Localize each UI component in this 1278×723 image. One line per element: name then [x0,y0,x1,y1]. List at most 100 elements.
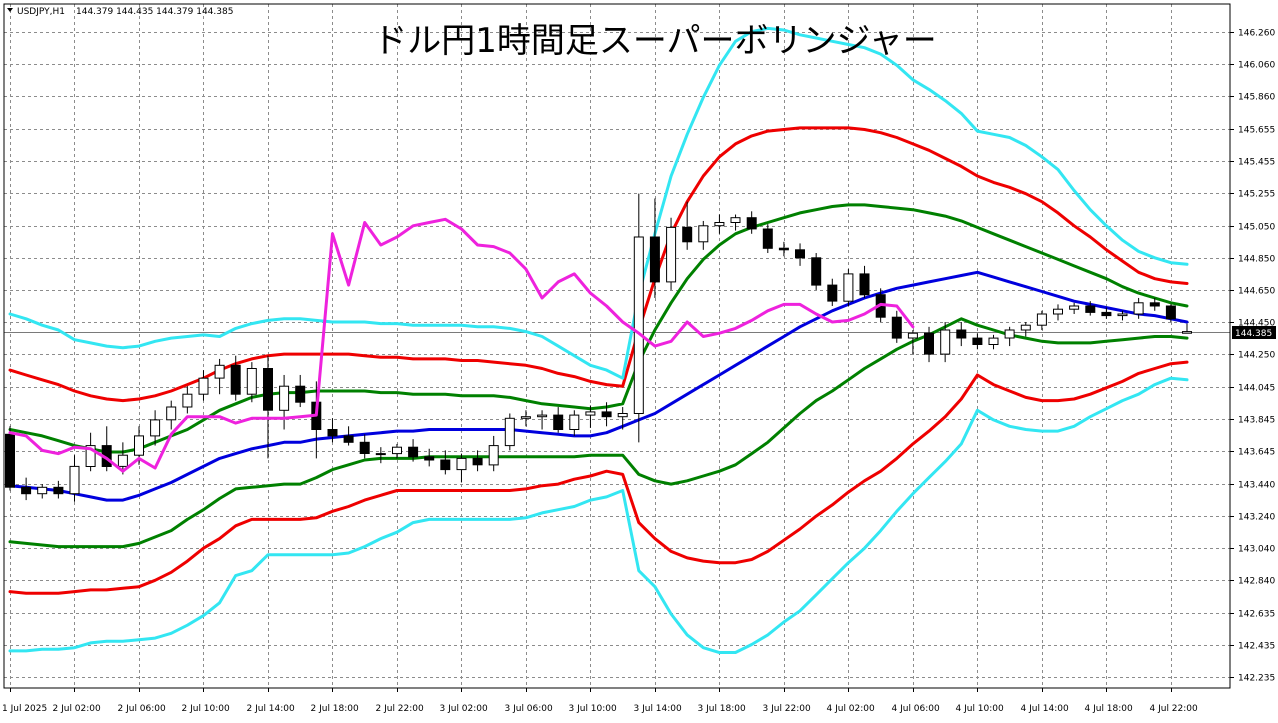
candle-bearish [327,429,338,437]
time-tick-label: 3 Jul 10:00 [569,704,618,714]
candle-bearish [827,284,838,302]
price-tick-label: 142.235 [1238,674,1275,684]
series-band-3sigma-upper [8,26,1189,380]
candle-bearish [601,411,612,418]
candle-layer [5,193,1192,502]
candle-bullish [633,236,644,414]
time-tick-label: 4 Jul 02:00 [827,704,876,714]
candle-bullish [85,445,96,468]
current-price-tag [1232,326,1276,339]
time-tick-label: 2 Jul 06:00 [118,704,167,714]
candle-bearish [956,329,967,339]
price-tick-label: 145.455 [1238,158,1275,168]
chart-title: ドル円1時間足スーパーボリンジャー [373,21,937,61]
candle-bullish [714,222,725,227]
candle-bearish [891,316,902,339]
candle-bullish [488,445,499,466]
price-tick-label: 142.435 [1238,642,1275,652]
time-tick-label: 2 Jul 18:00 [311,704,360,714]
current-price-label: 144.385 [1235,329,1272,339]
candle-bullish [520,416,531,419]
price-tick-label: 142.840 [1238,577,1275,587]
time-tick-label: 2 Jul 14:00 [247,704,296,714]
candle-bearish [1149,302,1160,307]
price-tick-label: 143.645 [1238,448,1275,458]
series-band-2sigma-upper [8,126,1189,403]
candle-bullish [375,453,386,456]
time-tick-label: 3 Jul 18:00 [698,704,747,714]
series-band-3sigma-lower [8,376,1189,654]
chart-header: USDJPY,H1 144.379 144.435 144.379 144.38… [7,7,233,17]
candle-bearish [972,337,983,346]
price-tick-label: 146.060 [1238,61,1275,71]
candle-bearish [21,486,32,495]
symbol-label: USDJPY,H1 [17,7,65,17]
candle-bearish [295,385,306,403]
candle-bearish [440,459,451,471]
candle-bearish [746,217,757,230]
candle-bullish [214,364,225,379]
candle-bullish [730,217,741,223]
candle-bullish [1133,302,1144,315]
price-tick-label: 143.440 [1238,481,1275,491]
candle-bullish [1182,331,1192,334]
time-tick-label: 2 Jul 22:00 [376,704,425,714]
candle-bullish [279,385,290,411]
price-tick-label: 142.635 [1238,610,1275,620]
candle-bearish [1085,305,1096,313]
candle-bullish [504,417,515,447]
time-tick-label: 4 Jul 22:00 [1150,704,1199,714]
current-price-marker: 144.385 [1232,326,1276,339]
candle-bearish [1101,311,1112,317]
series-lagging-span [8,217,915,473]
price-tick-label: 143.845 [1238,416,1275,426]
candle-bullish [907,332,918,339]
candle-bullish [1004,329,1015,339]
symbol-dropdown-triangle-icon[interactable] [7,8,13,12]
candle-bullish [134,435,144,456]
time-tick-label: 4 Jul 06:00 [892,704,941,714]
candle-bullish [1020,324,1031,331]
time-tick-label: 3 Jul 14:00 [634,704,683,714]
plot-frame [3,3,1231,689]
candle-bullish [69,465,80,495]
candle-bullish [988,337,999,346]
time-tick-label: 3 Jul 22:00 [763,704,812,714]
candle-bearish [263,368,273,411]
candle-bearish [778,247,789,251]
time-axis: 1 Jul 2025 2 Jul 02:00 2 Jul 06:00 2 Jul 10… [2,688,1198,714]
series-band-2sigma-lower [8,360,1189,595]
price-tick-label: 144.450 [1238,319,1275,329]
candle-bearish [230,364,241,395]
candle-bullish [585,411,596,416]
candle-bullish [166,406,177,421]
price-tick-label: 144.650 [1238,287,1275,297]
candle-bullish [1069,305,1080,310]
candle-bearish [682,226,693,243]
candle-bearish [424,456,435,461]
price-tick-label: 144.250 [1238,351,1275,361]
band-layer [8,26,1189,654]
candle-bullish [456,457,467,471]
time-tick-label: 2 Jul 10:00 [182,704,231,714]
series-band-1sigma-upper [8,203,1189,454]
candle-bullish [666,226,677,283]
candle-bullish [940,329,951,355]
candle-bearish [649,236,660,283]
candle-bullish [537,414,548,418]
candle-bullish [182,393,193,408]
candle-bearish [553,414,564,431]
candle-bullish [392,446,402,455]
price-tick-label: 143.240 [1238,513,1275,523]
candle-bearish [343,435,354,443]
candle-bullish [198,377,209,395]
series-sma [8,270,1189,502]
price-tick-label: 145.860 [1238,93,1275,103]
time-tick-label: 4 Jul 18:00 [1085,704,1134,714]
time-tick-label: 3 Jul 02:00 [440,704,489,714]
time-tick-label: 3 Jul 06:00 [505,704,554,714]
price-tick-label: 144.045 [1238,384,1275,394]
price-axis: 146.260 146.060 145.860 145.655 145.455 145.2… [1230,29,1275,684]
